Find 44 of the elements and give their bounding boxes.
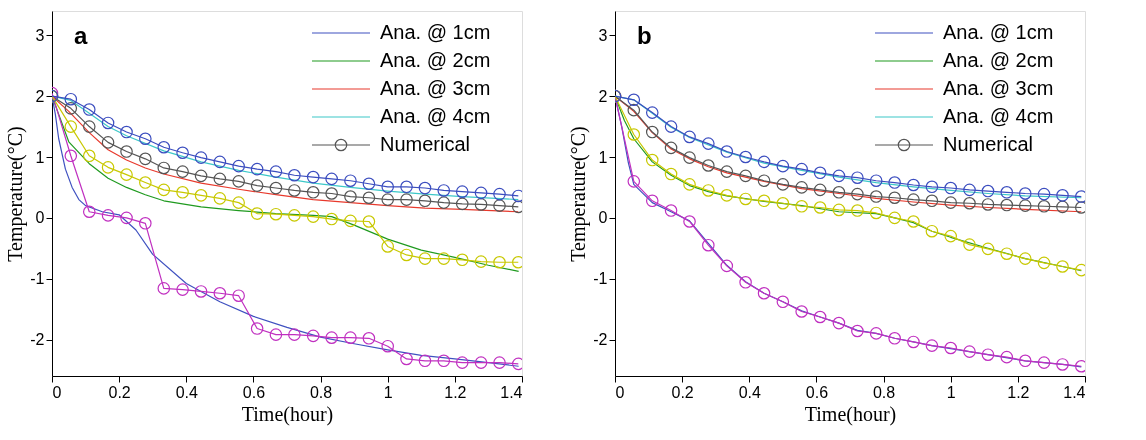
legend-label: Ana. @ 2cm <box>380 49 491 71</box>
x-axis-title: Time(hour) <box>804 402 897 426</box>
x-tick-label: 1 <box>946 383 956 401</box>
x-tick-label: 0 <box>52 383 62 401</box>
y-axis-title: Temperature(°C) <box>4 126 28 262</box>
y-tick-label: -2 <box>30 331 45 348</box>
x-tick-label: 0.2 <box>108 383 131 401</box>
legend-label: Ana. @ 4cm <box>380 105 491 127</box>
legend-label: Ana. @ 1cm <box>380 21 491 43</box>
legend-label: Ana. @ 1cm <box>943 21 1054 43</box>
y-tick-label: -1 <box>593 270 608 288</box>
legend-label: Numerical <box>943 133 1034 155</box>
y-tick-label: 2 <box>35 87 45 105</box>
y-tick-label: 2 <box>598 87 608 105</box>
legend-label: Numerical <box>380 133 471 155</box>
x-tick-label: 0.6 <box>805 383 829 401</box>
legend-label: Ana. @ 3cm <box>380 77 491 99</box>
legend-label: Ana. @ 2cm <box>943 49 1054 71</box>
y-tick-label: 3 <box>598 26 608 44</box>
y-tick-label: 3 <box>35 26 45 44</box>
x-tick-label: 0.8 <box>872 383 896 401</box>
annotation: b <box>637 22 652 49</box>
x-tick-label: 0.2 <box>671 383 694 401</box>
x-tick-label: 0.4 <box>738 383 761 401</box>
x-tick-label: 1.4 <box>1063 383 1086 401</box>
y-tick-label: 1 <box>598 148 608 166</box>
legend-label: Ana. @ 4cm <box>943 105 1054 127</box>
annotation: a <box>74 22 88 49</box>
y-axis-title: Temperature(°C) <box>567 126 591 262</box>
x-tick-label: 1.4 <box>500 383 523 401</box>
x-tick-label: 0.8 <box>309 383 333 401</box>
legend-label: Ana. @ 3cm <box>943 77 1054 99</box>
y-tick-label: -2 <box>593 331 608 348</box>
x-tick-label: 1.2 <box>1007 383 1030 401</box>
x-tick-label: 0.4 <box>175 383 198 401</box>
x-tick-label: 1.2 <box>444 383 467 401</box>
y-tick-label: -1 <box>30 270 45 288</box>
x-tick-label: 0 <box>615 383 625 401</box>
y-tick-label: 1 <box>35 148 45 166</box>
y-tick-label: 0 <box>35 209 45 227</box>
x-axis-title: Time(hour) <box>241 402 334 426</box>
y-tick-label: 0 <box>598 209 608 227</box>
x-tick-label: 1 <box>383 383 393 401</box>
x-tick-label: 0.6 <box>242 383 266 401</box>
